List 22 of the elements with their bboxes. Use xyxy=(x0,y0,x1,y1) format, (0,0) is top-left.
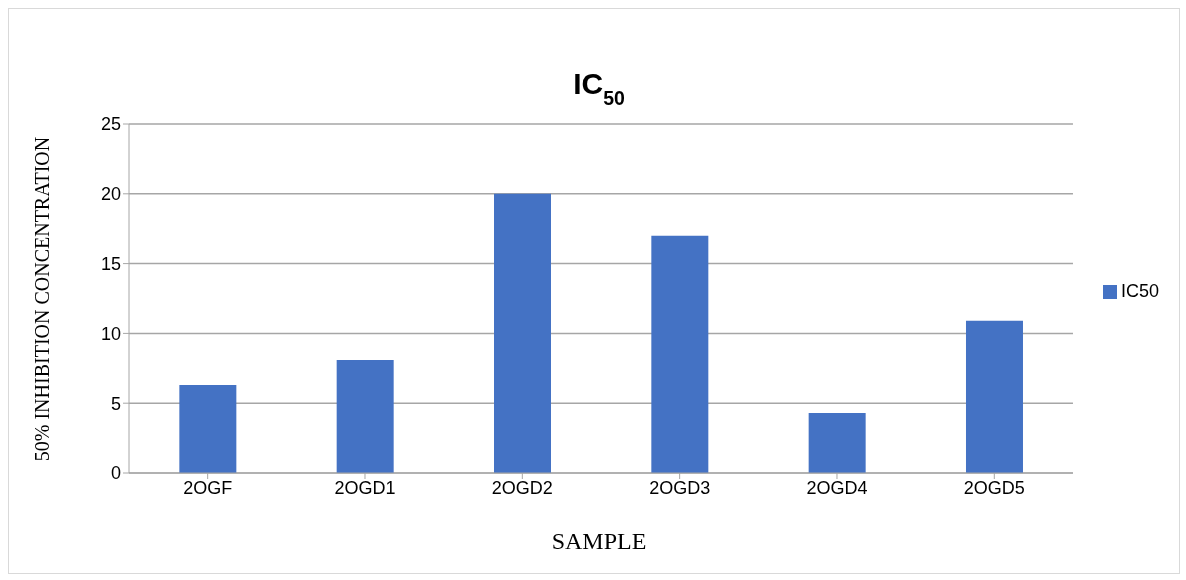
y-tick-label: 5 xyxy=(110,393,121,414)
legend-label: IC50 xyxy=(1120,280,1159,301)
y-axis-title: 50% INHIBITION CONCENTRATION xyxy=(31,136,53,462)
chart-title: IC$_{50}$ xyxy=(573,67,625,109)
y-tick-label: 10 xyxy=(100,323,121,344)
bar xyxy=(179,385,237,473)
x-tick-label: 2OGD3 xyxy=(649,477,711,498)
y-tick-label: 15 xyxy=(100,253,121,274)
x-tick-label: 2OGD2 xyxy=(491,477,553,498)
bar xyxy=(494,193,551,473)
x-tick-label: 2OGD1 xyxy=(334,477,396,498)
y-tick-label: 20 xyxy=(100,184,121,205)
bar xyxy=(808,412,866,473)
y-tick-label: 25 xyxy=(100,114,121,135)
bar xyxy=(651,235,709,473)
x-tick-label: 2OGF xyxy=(183,477,233,498)
x-tick-label: 2OGD4 xyxy=(806,477,868,498)
x-axis-title: SAMPLE xyxy=(551,528,647,554)
bar xyxy=(965,320,1023,473)
x-tick-label: 2OGD5 xyxy=(963,477,1025,498)
bar xyxy=(336,359,394,473)
y-tick-label: 0 xyxy=(110,463,121,484)
